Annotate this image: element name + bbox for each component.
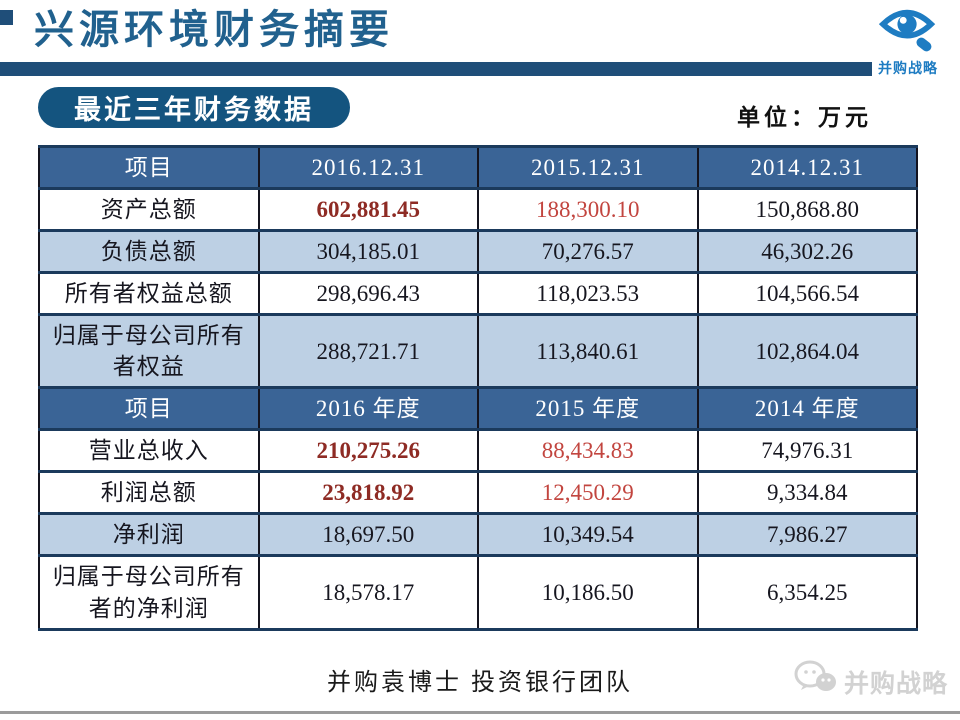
corner-accent-square	[0, 10, 13, 25]
row-value-cell: 10,349.54	[477, 512, 699, 558]
row-value-cell: 104,566.54	[696, 271, 918, 317]
table-row: 营业总收入 210,275.26 88,434.83 74,976.31	[38, 428, 918, 474]
financial-table: 项目 2016.12.31 2015.12.31 2014.12.31 资产总额 602,…	[38, 144, 918, 631]
table-header-row: 项目 2016 年度 2015 年度 2014 年度	[38, 386, 918, 432]
row-value-cell: 210,275.26	[257, 428, 479, 474]
row-label-cell: 利润总额	[38, 470, 260, 516]
brand-logo-top: 并购战略	[862, 4, 954, 78]
footer-credit: 并购袁博士 投资银行团队	[327, 670, 633, 696]
row-value-cell: 23,818.92	[257, 470, 479, 516]
row-value-cell: 18,697.50	[257, 512, 479, 558]
table-header-cell: 2016.12.31	[257, 144, 479, 191]
table-row: 归属于母公司所有者的净利润 18,578.17 10,186.50 6,354.25	[38, 554, 918, 631]
table-row: 净利润 18,697.50 10,349.54 7,986.27	[38, 512, 918, 558]
row-value-cell: 6,354.25	[696, 554, 918, 631]
row-value-cell: 188,300.10	[477, 187, 699, 233]
table-header-cell: 2014.12.31	[696, 144, 918, 191]
table-row: 所有者权益总额 298,696.43 118,023.53 104,566.54	[38, 271, 918, 317]
row-value-cell: 46,302.26	[696, 229, 918, 275]
row-value-cell: 70,276.57	[477, 229, 699, 275]
row-label-cell: 负债总额	[38, 229, 260, 275]
page-title: 兴源环境财务摘要	[34, 7, 394, 52]
row-value-cell: 288,721.71	[257, 313, 479, 390]
row-value-cell: 7,986.27	[696, 512, 918, 558]
table-header-cell: 项目	[38, 386, 260, 432]
row-label-cell: 资产总额	[38, 187, 260, 233]
brand-top-label: 并购战略	[878, 60, 938, 76]
brand-logo-bottom: 并购战略	[794, 660, 948, 703]
row-value-cell: 9,334.84	[696, 470, 918, 516]
financial-table-body: 项目 2016.12.31 2015.12.31 2014.12.31 资产总额 602,…	[38, 144, 918, 631]
row-value-cell: 602,881.45	[257, 187, 479, 233]
wechat-bubbles-icon	[794, 660, 838, 703]
bottom-divider-line	[0, 711, 960, 714]
row-value-cell: 118,023.53	[477, 271, 699, 317]
row-value-cell: 150,868.80	[696, 187, 918, 233]
row-value-cell: 74,976.31	[696, 428, 918, 474]
table-header-cell: 2014 年度	[696, 386, 918, 432]
table-row: 利润总额 23,818.92 12,450.29 9,334.84	[38, 470, 918, 516]
table-header-cell: 2016 年度	[257, 386, 479, 432]
row-label-cell: 归属于母公司所有者权益	[38, 313, 260, 390]
row-value-cell: 113,840.61	[477, 313, 699, 390]
row-value-cell: 298,696.43	[257, 271, 479, 317]
unit-label: 单位：万元	[737, 105, 872, 130]
eye-magnifier-icon	[878, 4, 937, 57]
table-header-cell: 2015 年度	[477, 386, 699, 432]
section-label-pill: 最近三年财务数据	[38, 87, 350, 128]
table-row: 负债总额 304,185.01 70,276.57 46,302.26	[38, 229, 918, 275]
table-header-cell: 2015.12.31	[477, 144, 699, 191]
row-value-cell: 88,434.83	[477, 428, 699, 474]
brand-bottom-label: 并购战略	[843, 669, 948, 698]
row-value-cell: 10,186.50	[477, 554, 699, 631]
row-value-cell: 304,185.01	[257, 229, 479, 275]
title-underline-bar	[0, 62, 872, 76]
table-header-row: 项目 2016.12.31 2015.12.31 2014.12.31	[38, 144, 918, 191]
table-row: 资产总额 602,881.45 188,300.10 150,868.80	[38, 187, 918, 233]
row-value-cell: 12,450.29	[477, 470, 699, 516]
row-value-cell: 18,578.17	[257, 554, 479, 631]
row-label-cell: 所有者权益总额	[38, 271, 260, 317]
row-label-cell: 净利润	[38, 512, 260, 558]
row-label-cell: 营业总收入	[38, 428, 260, 474]
row-label-cell: 归属于母公司所有者的净利润	[38, 554, 260, 631]
row-value-cell: 102,864.04	[696, 313, 918, 390]
table-row: 归属于母公司所有者权益 288,721.71 113,840.61 102,864.0…	[38, 313, 918, 390]
table-header-cell: 项目	[38, 144, 260, 191]
